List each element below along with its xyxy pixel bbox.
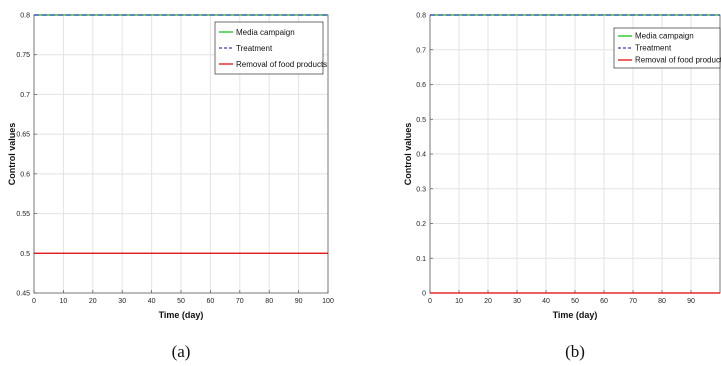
y-tick-label: 0.8 xyxy=(416,13,426,20)
x-tick-label: 90 xyxy=(295,298,303,305)
y-tick-label: 0.65 xyxy=(16,132,30,139)
x-tick-label: 70 xyxy=(236,298,244,305)
x-axis-label: Time (day) xyxy=(553,310,598,320)
x-tick-label: 40 xyxy=(148,298,156,305)
x-tick-label: 60 xyxy=(207,298,215,305)
y-tick-label: 0.3 xyxy=(416,186,426,193)
legend-entry: Removal of food products xyxy=(635,55,721,64)
x-tick-label: 80 xyxy=(265,298,273,305)
y-tick-label: 0.7 xyxy=(416,47,426,54)
y-tick-label: 0.5 xyxy=(416,117,426,124)
x-tick-label: 50 xyxy=(177,298,185,305)
y-axis-label: Control values xyxy=(7,123,17,186)
y-tick-label: 0.75 xyxy=(16,52,30,59)
y-tick-label: 0.1 xyxy=(416,256,426,263)
legend: Media campaign Treatment Removal of food p… xyxy=(214,21,327,75)
y-tick-label: 0.6 xyxy=(20,171,30,178)
x-tick-label: 10 xyxy=(60,298,68,305)
y-tick-label: 0.7 xyxy=(20,92,30,99)
x-tick-label: 60 xyxy=(600,298,608,305)
y-tick-label: 0.45 xyxy=(16,291,30,298)
x-tick-label: 90 xyxy=(687,298,695,305)
x-tick-label: 100 xyxy=(322,298,334,305)
x-tick-label: 70 xyxy=(629,298,637,305)
y-tick-label: 0.2 xyxy=(416,221,426,228)
legend-entry: Treatment xyxy=(236,44,273,53)
legend-box xyxy=(214,21,324,75)
legend-entry: Treatment xyxy=(635,43,672,52)
x-tick-label: 30 xyxy=(513,298,521,305)
x-tick-label: 20 xyxy=(484,298,492,305)
y-tick-label: 0.55 xyxy=(16,211,30,218)
y-tick-label: 0.8 xyxy=(20,13,30,20)
x-axis-label: Time (day) xyxy=(159,310,204,320)
panel-caption: (a) xyxy=(172,342,191,361)
legend-entry: Removal of food products xyxy=(236,60,327,69)
x-tick-label: 80 xyxy=(658,298,666,305)
chart-panel-a: 0 10 20 30 40 50 60 70 80 90 100 0.45 0.5 0.55 0.6 0.65… xyxy=(7,13,334,362)
y-axis-label: Control values xyxy=(403,123,413,186)
legend: Media campaign Treatment Removal of food p… xyxy=(613,27,721,69)
legend-box xyxy=(613,27,721,69)
x-tick-label: 40 xyxy=(542,298,550,305)
y-tick-label: 0.4 xyxy=(416,152,426,159)
x-tick-label: 20 xyxy=(89,298,97,305)
legend-entry: Media campaign xyxy=(635,31,694,40)
x-tick-label: 50 xyxy=(571,298,579,305)
chart-panel-b: 0 10 20 30 40 50 60 70 80 90 0 0.1 0.2 0.3 0.4 0.5 0.6 0.… xyxy=(403,13,721,362)
x-tick-label: 0 xyxy=(428,298,432,305)
x-tick-label: 10 xyxy=(455,298,463,305)
x-tick-label: 30 xyxy=(118,298,126,305)
legend-entry: Media campaign xyxy=(236,28,295,37)
panel-caption: (b) xyxy=(565,342,585,361)
y-tick-label: 0 xyxy=(422,291,426,298)
y-tick-label: 0.6 xyxy=(416,82,426,89)
x-tick-label: 0 xyxy=(32,298,36,305)
y-tick-label: 0.5 xyxy=(20,251,30,258)
